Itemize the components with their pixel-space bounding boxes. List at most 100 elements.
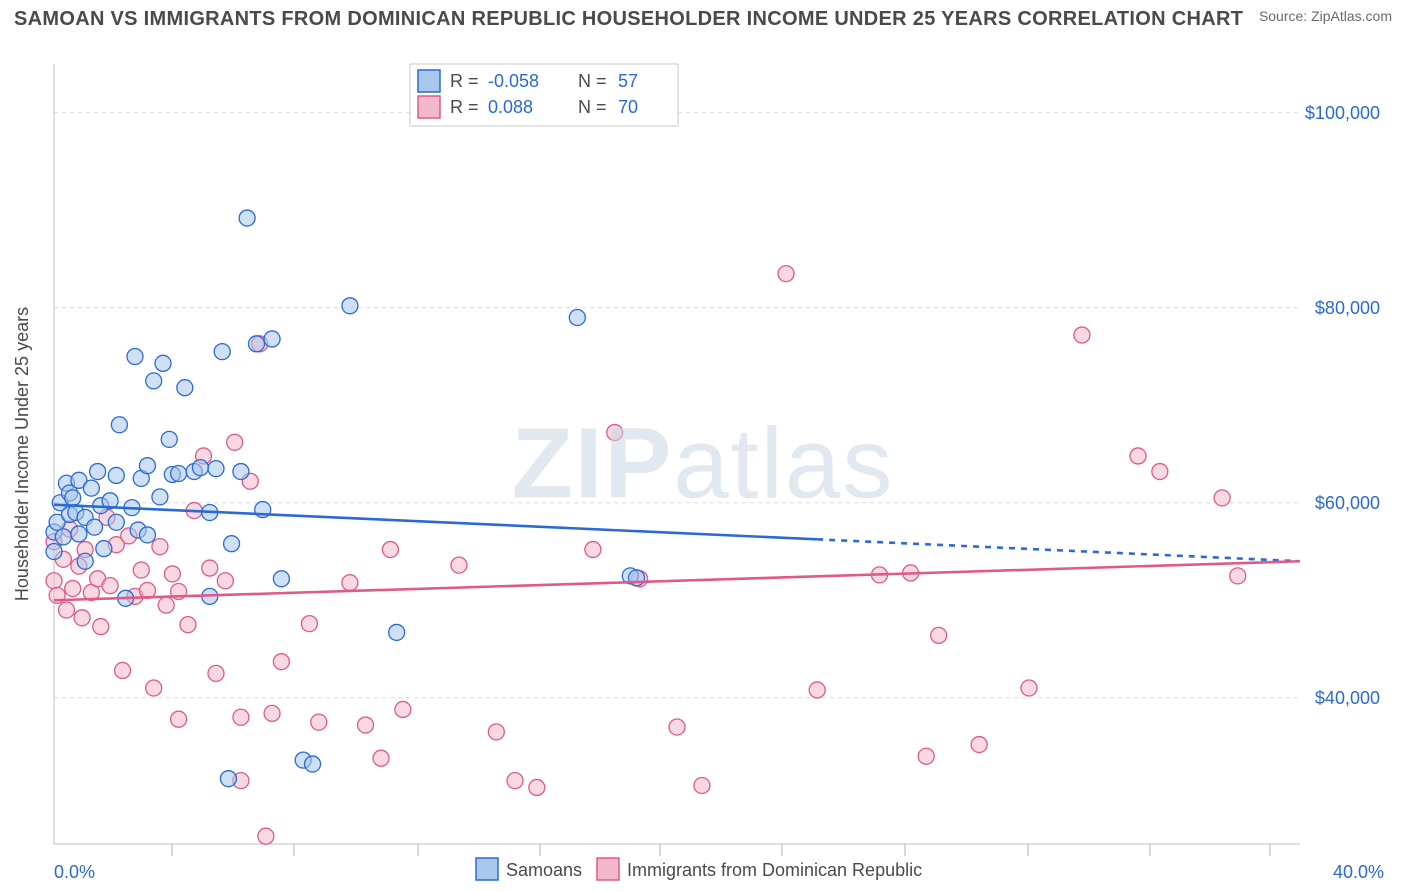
legend-r-label: R =	[450, 71, 479, 91]
scatter-point	[273, 654, 289, 670]
scatter-point	[90, 464, 106, 480]
scatter-point	[171, 466, 187, 482]
legend-r-value: 0.088	[488, 97, 533, 117]
scatter-point	[311, 714, 327, 730]
scatter-point	[273, 571, 289, 587]
source-name: ZipAtlas.com	[1311, 8, 1392, 24]
legend-bottom-label: Samoans	[506, 860, 582, 880]
legend-r-label: R =	[450, 97, 479, 117]
chart-container: ZIPatlas $40,000$60,000$80,000$100,0000.…	[0, 36, 1406, 892]
scatter-point	[177, 380, 193, 396]
chart-header: SAMOAN VS IMMIGRANTS FROM DOMINICAN REPU…	[0, 0, 1406, 31]
scatter-point	[111, 417, 127, 433]
scatter-point	[192, 460, 208, 476]
scatter-point	[389, 624, 405, 640]
scatter-point	[239, 210, 255, 226]
scatter-point	[451, 557, 467, 573]
scatter-point	[83, 480, 99, 496]
scatter-point	[74, 610, 90, 626]
scatter-point	[65, 490, 81, 506]
y-tick-label: $40,000	[1315, 688, 1380, 708]
scatter-point	[248, 336, 264, 352]
scatter-point	[214, 344, 230, 360]
scatter-point	[931, 627, 947, 643]
scatter-point	[77, 553, 93, 569]
y-tick-label: $80,000	[1315, 298, 1380, 318]
legend-r-value: -0.058	[488, 71, 539, 91]
scatter-point	[208, 665, 224, 681]
scatter-point	[133, 562, 149, 578]
chart-title: SAMOAN VS IMMIGRANTS FROM DOMINICAN REPU…	[14, 8, 1243, 31]
scatter-point	[171, 711, 187, 727]
scatter-point	[529, 779, 545, 795]
scatter-point	[1152, 464, 1168, 480]
scatter-point	[258, 828, 274, 844]
scatter-point	[180, 617, 196, 633]
scatter-point	[155, 355, 171, 371]
scatter-point	[358, 717, 374, 733]
legend-bottom-label: Immigrants from Dominican Republic	[627, 860, 922, 880]
scatter-chart: $40,000$60,000$80,000$100,0000.0%40.0%Ho…	[0, 36, 1406, 892]
scatter-point	[809, 682, 825, 698]
scatter-point	[139, 458, 155, 474]
scatter-point	[96, 541, 112, 557]
scatter-point	[65, 581, 81, 597]
scatter-point	[669, 719, 685, 735]
legend-n-value: 57	[618, 71, 638, 91]
scatter-point	[1214, 490, 1230, 506]
scatter-point	[86, 519, 102, 535]
scatter-point	[264, 705, 280, 721]
legend-bottom-swatch	[476, 858, 498, 880]
scatter-point	[694, 778, 710, 794]
scatter-point	[115, 662, 131, 678]
scatter-point	[507, 773, 523, 789]
scatter-point	[127, 349, 143, 365]
scatter-point	[58, 602, 74, 618]
scatter-point	[488, 724, 504, 740]
y-axis-title: Householder Income Under 25 years	[12, 307, 32, 601]
y-tick-label: $100,000	[1305, 103, 1380, 123]
legend-n-label: N =	[578, 71, 607, 91]
scatter-point	[607, 425, 623, 441]
x-min-label: 0.0%	[54, 862, 95, 882]
scatter-point	[224, 536, 240, 552]
scatter-point	[146, 373, 162, 389]
scatter-point	[1074, 327, 1090, 343]
legend-swatch	[418, 70, 440, 92]
scatter-point	[146, 680, 162, 696]
scatter-point	[152, 489, 168, 505]
scatter-point	[217, 573, 233, 589]
scatter-point	[161, 431, 177, 447]
x-max-label: 40.0%	[1333, 862, 1384, 882]
scatter-point	[233, 709, 249, 725]
scatter-point	[139, 527, 155, 543]
scatter-point	[342, 298, 358, 314]
scatter-point	[46, 544, 62, 560]
chart-source: Source: ZipAtlas.com	[1259, 8, 1392, 24]
scatter-point	[918, 748, 934, 764]
scatter-point	[395, 701, 411, 717]
scatter-point	[108, 514, 124, 530]
scatter-point	[778, 266, 794, 282]
scatter-point	[108, 467, 124, 483]
scatter-point	[305, 756, 321, 772]
scatter-point	[164, 566, 180, 582]
legend-n-value: 70	[618, 97, 638, 117]
scatter-point	[202, 560, 218, 576]
scatter-point	[971, 737, 987, 753]
scatter-point	[152, 539, 168, 555]
scatter-point	[569, 310, 585, 326]
scatter-point	[342, 575, 358, 591]
legend-bottom-swatch	[597, 858, 619, 880]
scatter-point	[46, 573, 62, 589]
legend-swatch	[418, 96, 440, 118]
scatter-point	[1230, 568, 1246, 584]
legend-n-label: N =	[578, 97, 607, 117]
scatter-point	[264, 331, 280, 347]
scatter-point	[1021, 680, 1037, 696]
scatter-point	[373, 750, 389, 766]
scatter-point	[233, 464, 249, 480]
scatter-point	[208, 461, 224, 477]
scatter-point	[585, 542, 601, 558]
scatter-point	[1130, 448, 1146, 464]
